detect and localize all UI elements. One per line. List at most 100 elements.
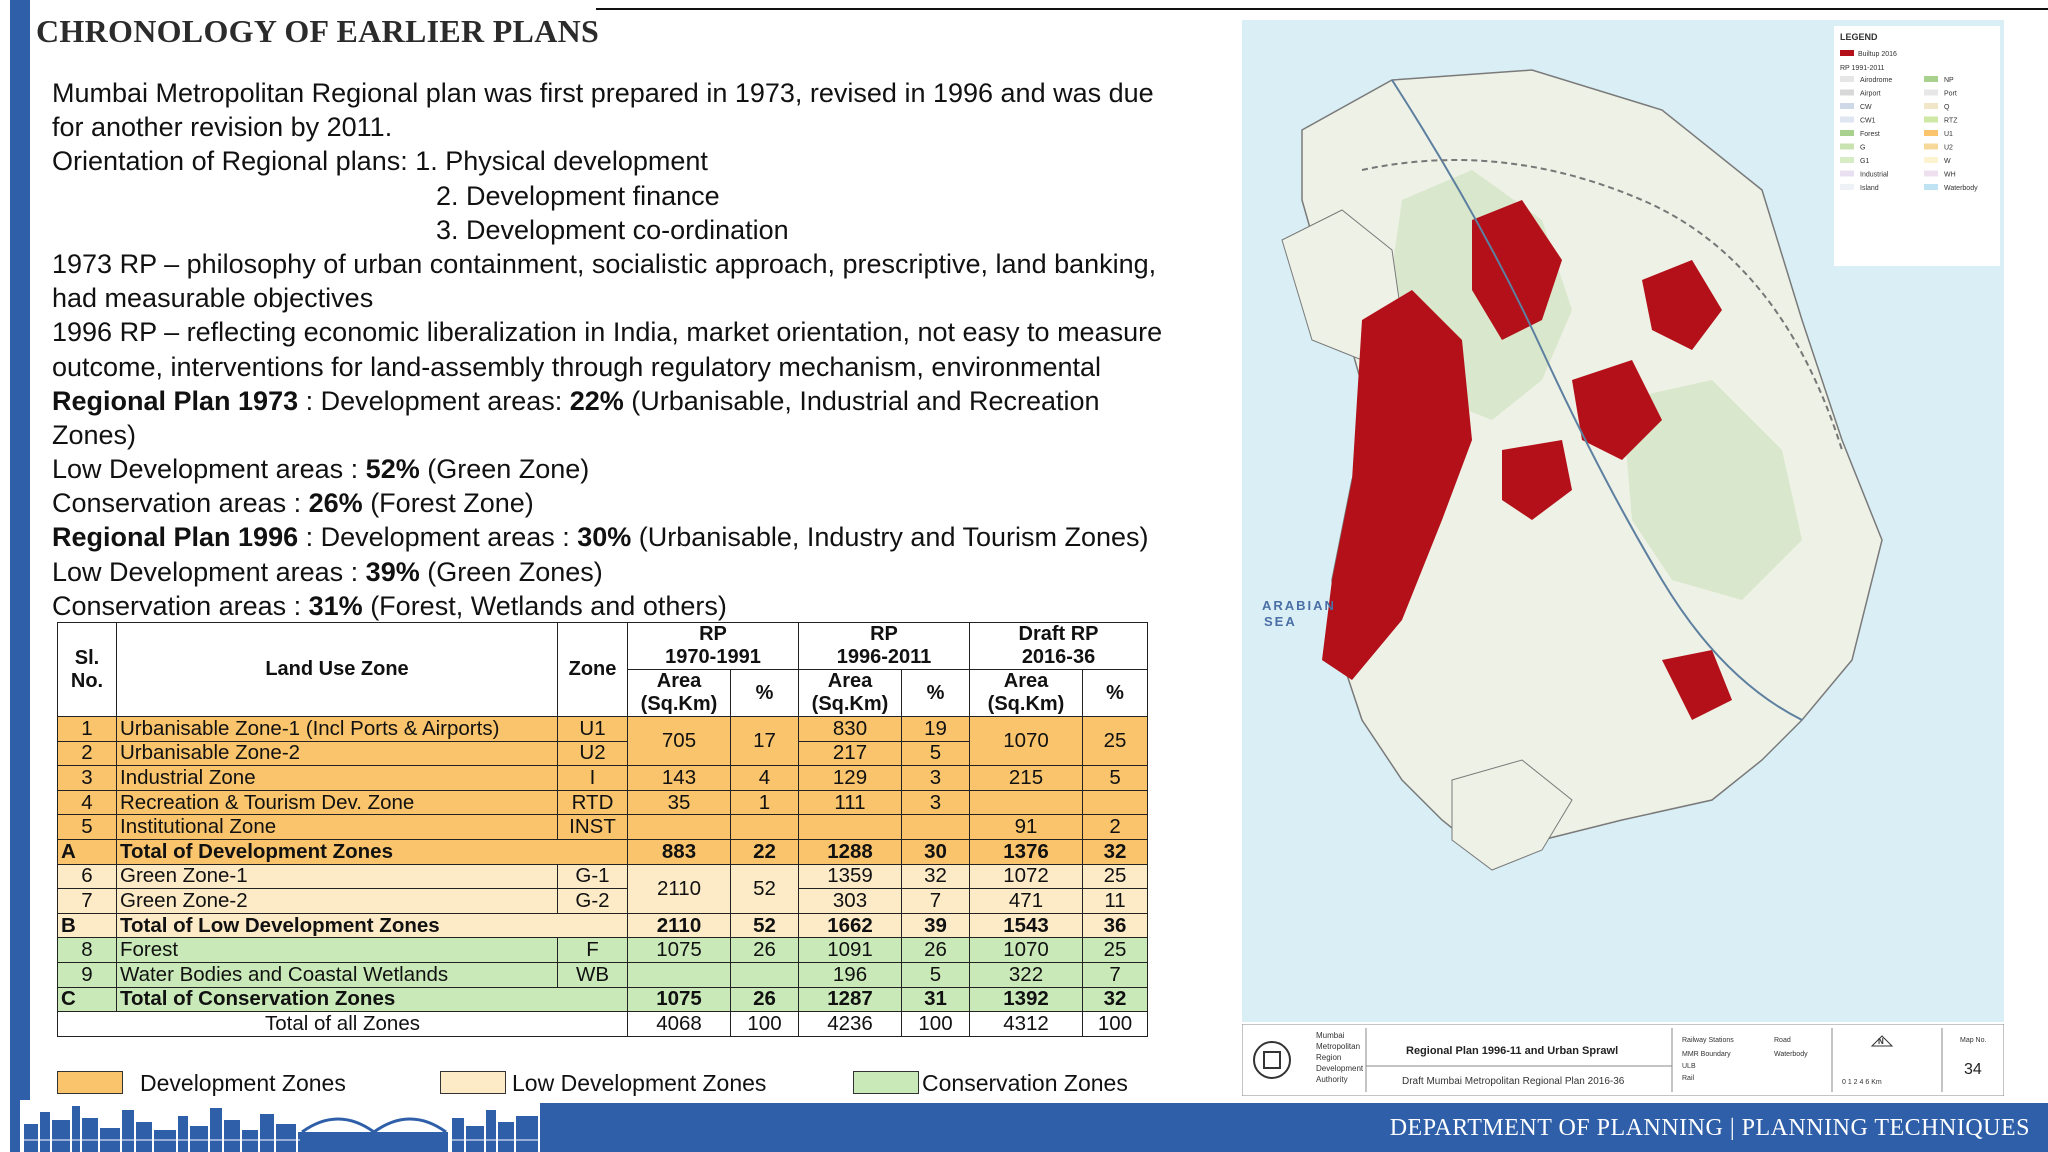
map-legend-swatch bbox=[1924, 143, 1938, 150]
map-key-item: Railway Stations bbox=[1682, 1037, 1734, 1044]
legend-label-low-development: Low Development Zones bbox=[512, 1070, 767, 1096]
rp1996-label: Regional Plan 1996 bbox=[52, 522, 299, 553]
header-zone: Zone bbox=[557, 622, 628, 717]
cell: 4068 bbox=[627, 1011, 731, 1037]
header-sl: Sl. No. bbox=[57, 622, 117, 717]
pct-value: 30% bbox=[577, 522, 632, 553]
body-line: 3. Development co-ordination bbox=[436, 214, 789, 245]
cell: 26 bbox=[900, 937, 971, 963]
cell: 1070 bbox=[969, 715, 1084, 767]
cell: 1376 bbox=[969, 838, 1084, 865]
cell: 36 bbox=[1082, 912, 1149, 939]
map-legend-item: Forest bbox=[1860, 131, 1880, 138]
cell: 91 bbox=[969, 814, 1084, 840]
cell bbox=[1082, 789, 1149, 816]
map-legend-item: Port bbox=[1944, 91, 1957, 98]
cell: 9 bbox=[57, 961, 117, 988]
map-legend-swatch bbox=[1924, 170, 1938, 177]
table-row: 8 Forest F 1075 26 1091 26 1070 25 bbox=[57, 937, 1149, 963]
map-key-item: ULB bbox=[1682, 1063, 1696, 1070]
map-legend-swatch bbox=[1840, 76, 1854, 82]
text-span: Low Development areas : bbox=[52, 454, 366, 485]
body-line: Conservation areas : 26% (Forest Zone) bbox=[52, 486, 1232, 520]
cell: 26 bbox=[730, 986, 799, 1013]
body-line: Regional Plan 1996 : Development areas :… bbox=[52, 520, 1232, 554]
header-text: Area bbox=[1003, 670, 1049, 693]
header-text: 1970-1991 bbox=[665, 646, 761, 668]
cell: 30 bbox=[900, 838, 971, 865]
green-zone-area bbox=[1622, 380, 1802, 600]
cell: 1359 bbox=[798, 863, 902, 890]
footer-bar: DEPARTMENT OF PLANNING | PLANNING TECHNI… bbox=[540, 1103, 2048, 1152]
cell: 471 bbox=[969, 888, 1084, 914]
pct-value: 31% bbox=[308, 590, 363, 621]
cell: 4 bbox=[730, 765, 799, 791]
pct-value: 22% bbox=[569, 385, 624, 416]
table-row-total: C Total of Conservation Zones 1075 26 12… bbox=[57, 986, 1149, 1013]
map-legend-swatch bbox=[1840, 157, 1854, 163]
header-rp-1996: RP 1996-2011 bbox=[797, 622, 971, 670]
cell: U1 bbox=[557, 716, 628, 742]
table-subheader-row: Area (Sq.Km) % Area (Sq.Km) % Area (Sq.Km) … bbox=[58, 669, 1149, 717]
map-title-block: Mumbai Metropolitan Region Development A… bbox=[1242, 1024, 2004, 1096]
map-legend-swatch bbox=[1924, 76, 1938, 82]
text-span: (Urbanisable, Industry and Tourism Zones… bbox=[631, 522, 1149, 553]
map-legend-swatch bbox=[1840, 143, 1854, 150]
table-header-row: Sl. No. Land Use Zone Zone RP 1970-1991 RP… bbox=[57, 622, 1149, 717]
cell: WB bbox=[557, 961, 628, 988]
cell: 39 bbox=[900, 912, 971, 939]
builtup-area bbox=[1502, 440, 1572, 520]
cell: Recreation & Tourism Dev. Zone bbox=[116, 789, 558, 816]
body-line: Zones) bbox=[52, 419, 137, 450]
cell: 8 bbox=[57, 937, 117, 963]
cell: 1662 bbox=[798, 912, 902, 939]
table-row: 7 Green Zone-2 G-2 303 7 471 11 bbox=[57, 888, 1149, 914]
body-line: Low Development areas : 52% (Green Zone) bbox=[52, 452, 1232, 486]
slide-body: Mumbai Metropolitan Regional plan was fi… bbox=[52, 76, 1232, 623]
table-row-grand-total: Total of all Zones 4068 100 4236 100 431… bbox=[57, 1011, 1149, 1037]
cell: 17 bbox=[730, 715, 799, 767]
pct-value: 52% bbox=[365, 454, 420, 485]
cell: F bbox=[557, 937, 628, 963]
map-legend-item: RP 1991-2011 bbox=[1840, 65, 1885, 72]
legend-label-conservation: Conservation Zones bbox=[922, 1070, 1128, 1096]
body-line: Orientation of Regional plans: 1. Physic… bbox=[52, 146, 708, 177]
builtup-area bbox=[1642, 260, 1722, 350]
header-text: 1996-2011 bbox=[836, 646, 932, 668]
text-span: Conservation areas : bbox=[52, 590, 309, 621]
header-pct: % bbox=[1082, 669, 1149, 717]
map-legend-item: Q bbox=[1944, 104, 1950, 111]
body-line: Regional Plan 1973 : Development areas: … bbox=[52, 384, 1232, 418]
cell: 1072 bbox=[969, 863, 1084, 890]
legend-swatch-low-development bbox=[440, 1071, 506, 1094]
map-number: 34 bbox=[1964, 1061, 1982, 1078]
cell: 883 bbox=[627, 838, 731, 865]
cell: 22 bbox=[730, 838, 799, 865]
cell: Total of Development Zones bbox=[116, 838, 628, 865]
mmrda-logo-icon bbox=[1253, 1041, 1291, 1079]
cell: 100 bbox=[1082, 1011, 1149, 1037]
header-draft-rp: Draft RP 2016-36 bbox=[969, 622, 1149, 670]
cell: Institutional Zone bbox=[116, 814, 558, 840]
top-rule bbox=[596, 8, 2048, 10]
authority-line: Development bbox=[1316, 1064, 1364, 1073]
map-legend-item: Industrial bbox=[1860, 172, 1889, 179]
header-text: 2016-36 bbox=[1021, 646, 1096, 668]
rp1973-label: Regional Plan 1973 bbox=[52, 385, 299, 416]
map-legend-item: CW bbox=[1860, 104, 1872, 111]
map-legend-item: Waterbody bbox=[1944, 185, 1978, 192]
header-text: Area bbox=[827, 670, 873, 693]
map-legend-item: CW1 bbox=[1860, 118, 1876, 125]
map-legend-item: Airport bbox=[1860, 91, 1881, 98]
cell: 1091 bbox=[798, 937, 902, 963]
cell: 5 bbox=[900, 961, 971, 988]
body-line: Mumbai Metropolitan Regional plan was fi… bbox=[52, 78, 1154, 108]
land-mass bbox=[1451, 759, 1573, 871]
cell: 32 bbox=[900, 863, 971, 890]
header-area: Area (Sq.Km) bbox=[627, 669, 731, 717]
legend-swatch-conservation bbox=[853, 1071, 919, 1094]
authority-line: Metropolitan bbox=[1316, 1042, 1360, 1051]
cell: 2 bbox=[1082, 814, 1149, 840]
text-span: Low Development areas : bbox=[52, 556, 366, 587]
map-legend-item: G bbox=[1860, 145, 1865, 152]
